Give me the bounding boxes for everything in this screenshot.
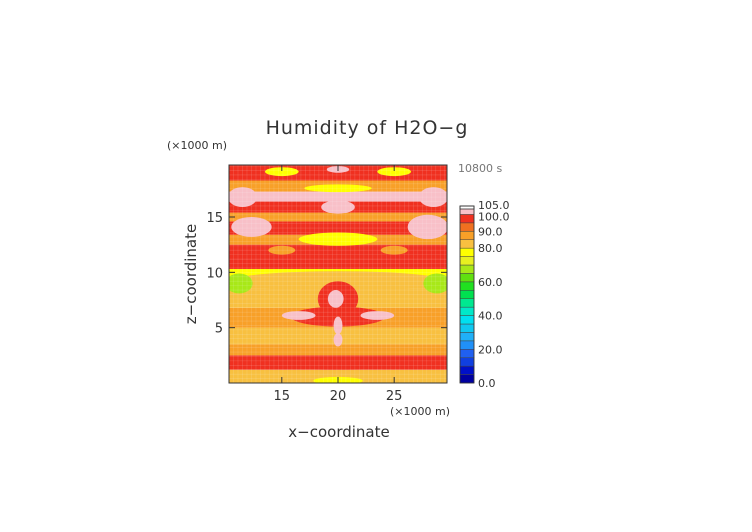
colorbar-level — [459, 332, 475, 342]
x-unit-label: (×1000 m) — [390, 405, 450, 418]
y-tick-label: 15 — [206, 211, 223, 226]
colorbar-level — [459, 273, 475, 283]
axes: 15 20 25 5 10 15 — [206, 165, 447, 404]
y-tick-label: 5 — [215, 322, 223, 337]
field-feature — [281, 311, 316, 320]
colorbar-label: 90.0 — [478, 225, 503, 238]
y-unit-label: (×1000 m) — [167, 139, 227, 152]
field-feature — [321, 200, 355, 214]
colorbar-level — [459, 340, 475, 350]
field-feature — [229, 273, 253, 294]
field-band — [229, 344, 447, 356]
colorbar-level — [459, 214, 475, 224]
field-band — [229, 259, 447, 270]
colorbar-level — [459, 231, 475, 240]
field-band — [229, 191, 447, 202]
field-feature — [264, 167, 299, 177]
field-feature — [418, 187, 447, 208]
field-feature — [298, 232, 378, 246]
colorbar-label: 105.0 — [478, 199, 510, 212]
field-feature — [327, 290, 344, 308]
chart-title: Humidity of H2O−g — [266, 117, 469, 139]
colorbar-level — [459, 306, 475, 316]
colorbar-level — [459, 264, 475, 274]
colorbar-level — [459, 349, 475, 358]
field-feature — [268, 245, 296, 255]
x-axis-label: x−coordinate — [288, 423, 389, 441]
time-label: 10800 s — [458, 162, 502, 175]
field-feature — [333, 316, 343, 335]
colorbar-level — [459, 222, 475, 232]
field-feature — [360, 311, 395, 320]
colorbar-level — [459, 281, 475, 291]
colorbar-level — [459, 315, 475, 325]
colorbar-label: 20.0 — [478, 343, 503, 356]
field-feature — [253, 356, 423, 370]
field-band — [229, 244, 447, 260]
colorbar-level — [459, 239, 475, 249]
y-axis-label: z−coordinate — [182, 224, 200, 324]
x-tick-label: 15 — [274, 389, 291, 404]
colorbar-label: 100.0 — [478, 210, 510, 223]
colorbar-cap — [459, 205, 475, 210]
colorbar-label: 40.0 — [478, 310, 503, 323]
field-band — [229, 369, 447, 383]
field-band — [229, 212, 447, 222]
field-feature — [407, 214, 447, 240]
colorbar-level — [459, 290, 475, 299]
field-feature — [377, 167, 412, 177]
colorbar-label: 60.0 — [478, 276, 503, 289]
field-feature — [423, 273, 447, 294]
field-band — [229, 221, 447, 235]
colorbar-level — [459, 298, 475, 308]
x-tick-label: 20 — [330, 389, 347, 404]
humidity-field — [229, 165, 447, 383]
colorbar-label: 0.0 — [478, 377, 496, 390]
field-feature — [304, 184, 372, 193]
colorbar-level — [459, 365, 475, 375]
colorbar-level — [459, 247, 475, 257]
field-feature — [380, 245, 408, 255]
y-tick-label: 10 — [206, 266, 223, 281]
colorbar-level — [459, 256, 475, 266]
colorbar-level — [459, 323, 475, 333]
field-feature — [333, 333, 343, 347]
colorbar-frame — [459, 205, 475, 384]
x-tick-label: 25 — [386, 389, 403, 404]
field-feature — [231, 217, 272, 237]
colorbar-label: 80.0 — [478, 242, 503, 255]
colorbar-level — [459, 357, 475, 367]
colorbar-level — [459, 374, 475, 384]
field-feature — [229, 187, 258, 208]
